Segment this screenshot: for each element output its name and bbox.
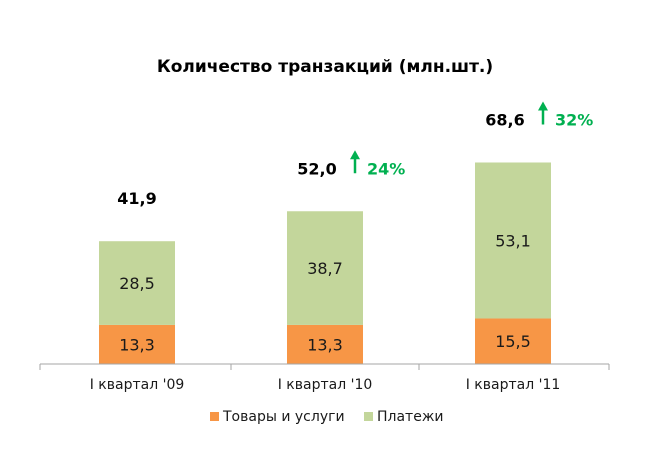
total-label: 52,0 [297,159,336,178]
legend-item-payments: Платежи [364,409,444,425]
chart-title: Количество транзакций (млн.шт.) [157,57,493,77]
total-label: 41,9 [117,189,156,208]
x-tick-label: I квартал '09 [90,377,185,393]
legend-label: Платежи [377,409,444,425]
data-label: 13,3 [307,335,343,354]
bar-segment-payments-1 [99,241,175,325]
growth-label: 32% [555,110,593,129]
x-tick-label: I квартал '10 [278,377,373,393]
bar-segment-goods-1 [99,324,175,364]
data-label: 15,5 [495,332,531,351]
growth-label: 24% [367,159,405,178]
bars-layer: 13,3 28,5 41,9 13,3 38,7 52,0 24% 15,5 53,1 68,6 3… [99,101,593,364]
legend-swatch [364,412,373,421]
bar-segment-payments-3 [475,162,551,319]
bar-segment-payments-2 [287,211,363,325]
bar-segment-goods-2 [287,324,363,364]
x-axis-labels: I квартал '09 I квартал '10 I квартал '11 [39,364,610,393]
data-label: 28,5 [119,274,155,293]
x-tick-label: I квартал '11 [466,377,561,393]
data-label: 38,7 [307,259,343,278]
data-label: 53,1 [495,231,531,250]
legend-label: Товары и услуги [222,409,345,425]
up-arrow-icon [350,150,360,174]
bar-segment-goods-3 [475,318,551,364]
up-arrow-icon [538,101,548,125]
legend-item-goods: Товары и услуги [210,409,345,425]
legend: Товары и услуги Платежи [210,409,444,425]
total-label: 68,6 [485,110,524,129]
legend-swatch [210,412,219,421]
data-label: 13,3 [119,335,155,354]
